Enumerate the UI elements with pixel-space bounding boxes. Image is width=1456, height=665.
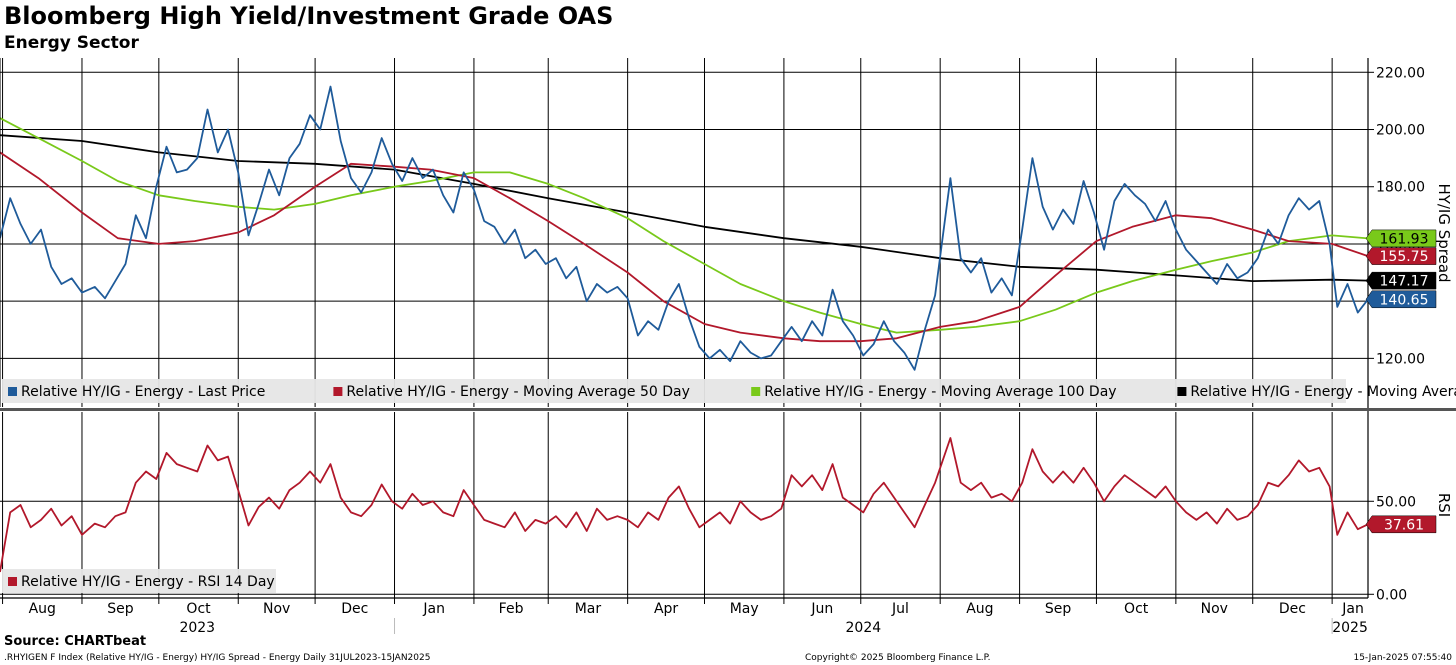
last-value-marker <box>1365 290 1437 309</box>
series-line <box>0 85 1369 371</box>
legend-swatch <box>751 387 761 396</box>
x-year-label: 2024 <box>846 620 882 636</box>
x-tick-label: Sep <box>107 601 134 617</box>
last-value-label: 147.17 <box>1380 274 1429 290</box>
legend-swatch <box>8 577 17 586</box>
legend-label: Relative HY/IG - Energy - Moving Average… <box>346 384 689 400</box>
x-tick-label: Nov <box>263 601 290 617</box>
legend-label: Relative HY/IG - Energy - Moving Average… <box>1190 384 1456 400</box>
legend-box <box>2 569 276 593</box>
legend-label: Relative HY/IG - Energy - Last Price <box>21 384 265 400</box>
footer-index-info: .RHYIGEN F Index (Relative HY/IG - Energ… <box>4 653 431 663</box>
series-line <box>0 117 1369 334</box>
y-tick-label: 0.00 <box>1376 587 1407 603</box>
x-tick-label: Jun <box>810 601 833 617</box>
chart-title: Bloomberg High Yield/Investment Grade OA… <box>4 2 614 30</box>
series-line <box>0 134 1369 282</box>
x-tick-label: Nov <box>1201 601 1228 617</box>
y-axis-title: HY/IG Spread <box>1435 183 1453 282</box>
x-tick-label: Feb <box>499 601 524 617</box>
last-value-marker <box>1365 271 1437 290</box>
x-tick-label: Oct <box>186 601 211 617</box>
panel-separator <box>0 408 1456 411</box>
last-value-marker <box>1365 229 1437 248</box>
y-tick-label: 180.00 <box>1376 180 1425 196</box>
legend-label: Relative HY/IG - Energy - RSI 14 Day <box>21 574 275 590</box>
legend-swatch <box>1177 387 1187 396</box>
y-tick-label: 220.00 <box>1376 65 1425 81</box>
series-line <box>0 151 1369 343</box>
legend-label: Relative HY/IG - Energy - Moving Average… <box>764 384 1116 400</box>
y-tick-label: 50.00 <box>1376 494 1416 510</box>
legend-swatch <box>333 387 343 396</box>
x-tick-label: Oct <box>1124 601 1149 617</box>
series-line <box>0 437 1369 573</box>
last-value-label: 37.61 <box>1384 517 1424 533</box>
x-tick-label: Aug <box>29 601 56 617</box>
x-year-label: 2023 <box>179 620 215 636</box>
x-tick-label: Dec <box>1279 601 1306 617</box>
last-value-label: 161.93 <box>1380 231 1429 247</box>
y-tick-label: 200.00 <box>1376 123 1425 139</box>
chart-subtitle: Energy Sector <box>4 33 139 53</box>
x-tick-label: Aug <box>966 601 993 617</box>
x-tick-label: Apr <box>654 601 678 617</box>
x-year-label: 2025 <box>1332 620 1368 636</box>
footer-copyright: Copyright© 2025 Bloomberg Finance L.P. <box>805 653 991 663</box>
x-tick-label: Jan <box>422 601 445 617</box>
source-note: Source: CHARTbeat <box>4 634 147 649</box>
legend-box <box>2 379 1346 403</box>
last-value-marker <box>1365 247 1437 265</box>
x-tick-label: May <box>730 601 759 617</box>
legend-swatch <box>8 387 17 396</box>
y-axis-title: RSI <box>1435 493 1453 517</box>
x-tick-label: Jul <box>891 601 909 617</box>
x-tick-label: Mar <box>575 601 602 617</box>
last-value-label: 155.75 <box>1380 249 1429 265</box>
x-tick-label: Dec <box>341 601 368 617</box>
last-value-label: 140.65 <box>1380 292 1429 308</box>
footer-timestamp: 15-Jan-2025 07:55:40 <box>1353 653 1452 663</box>
x-tick-label: Jan <box>1341 601 1364 617</box>
y-tick-label: 120.00 <box>1376 351 1425 367</box>
x-tick-label: Sep <box>1045 601 1072 617</box>
last-value-marker <box>1365 515 1437 534</box>
